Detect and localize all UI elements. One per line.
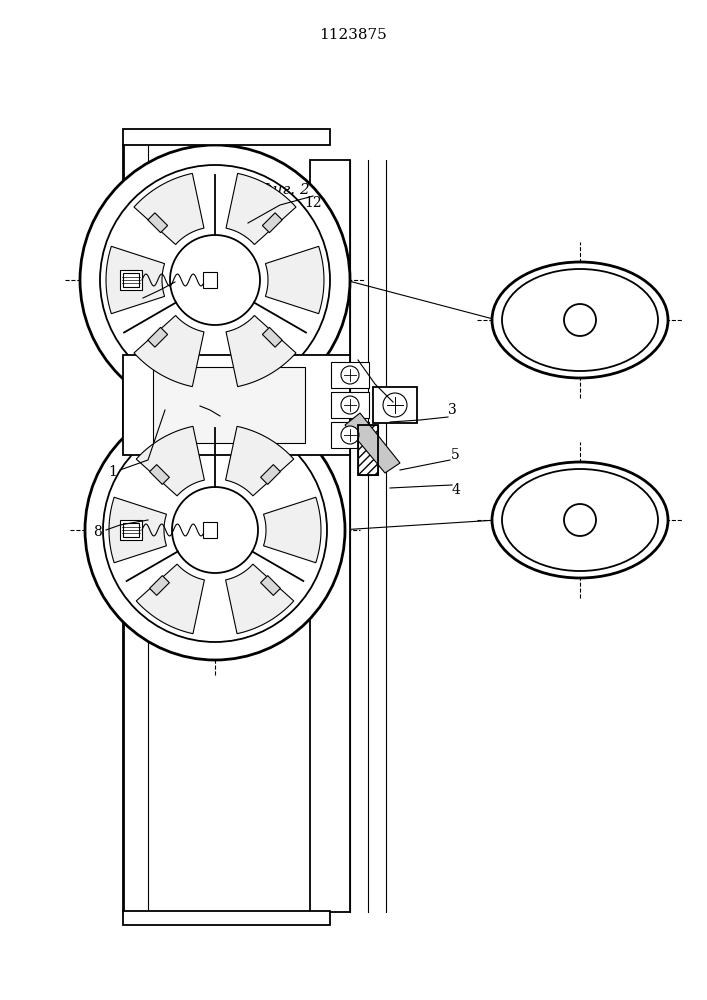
Circle shape [564, 304, 596, 336]
Circle shape [341, 426, 359, 444]
Bar [120, 520, 142, 540]
Ellipse shape [492, 262, 668, 378]
Polygon shape [109, 497, 166, 563]
Polygon shape [226, 426, 294, 496]
Bar [331, 362, 369, 388]
Text: 1: 1 [109, 465, 117, 479]
Circle shape [383, 393, 407, 417]
Polygon shape [226, 173, 296, 245]
Text: 11: 11 [121, 293, 139, 307]
Polygon shape [136, 426, 204, 496]
Bar [310, 160, 350, 912]
Bar [150, 576, 170, 595]
Circle shape [85, 400, 345, 660]
Polygon shape [264, 497, 321, 563]
Circle shape [170, 235, 260, 325]
Polygon shape [134, 173, 204, 245]
Bar [148, 327, 168, 347]
Ellipse shape [502, 469, 658, 571]
Circle shape [172, 487, 258, 573]
Polygon shape [226, 315, 296, 387]
Bar [262, 327, 282, 347]
Circle shape [100, 165, 330, 395]
Text: 3: 3 [448, 403, 457, 417]
Bar [123, 355, 350, 455]
Polygon shape [265, 246, 324, 314]
Polygon shape [226, 564, 294, 634]
Bar [120, 270, 142, 290]
Text: 8: 8 [93, 525, 103, 539]
Polygon shape [134, 315, 204, 387]
Bar [261, 465, 281, 484]
Circle shape [80, 145, 350, 415]
Bar [148, 213, 168, 233]
Polygon shape [136, 564, 204, 634]
Circle shape [564, 504, 596, 536]
Bar [203, 272, 217, 288]
Text: 5: 5 [450, 448, 460, 462]
Bar [123, 523, 139, 537]
Bar [123, 911, 330, 925]
Circle shape [341, 396, 359, 414]
Ellipse shape [492, 462, 668, 578]
Text: 12: 12 [304, 196, 322, 210]
Bar [261, 576, 281, 595]
Text: 1123875: 1123875 [319, 28, 387, 42]
Text: 12: 12 [384, 401, 402, 415]
Bar [358, 425, 378, 475]
Circle shape [341, 366, 359, 384]
Bar [358, 425, 378, 475]
Bar [203, 522, 217, 538]
Bar [123, 129, 330, 145]
Bar [153, 367, 305, 443]
Bar [150, 465, 170, 484]
Ellipse shape [502, 269, 658, 371]
Circle shape [103, 418, 327, 642]
Bar [373, 387, 417, 423]
Bar [262, 213, 282, 233]
Text: 6: 6 [189, 393, 197, 407]
Polygon shape [106, 246, 165, 314]
Text: 4: 4 [452, 483, 460, 497]
Bar [331, 392, 369, 418]
Polygon shape [345, 413, 400, 473]
Text: Фиг. 2: Фиг. 2 [260, 183, 310, 197]
Bar [123, 273, 139, 287]
Bar [331, 422, 369, 448]
